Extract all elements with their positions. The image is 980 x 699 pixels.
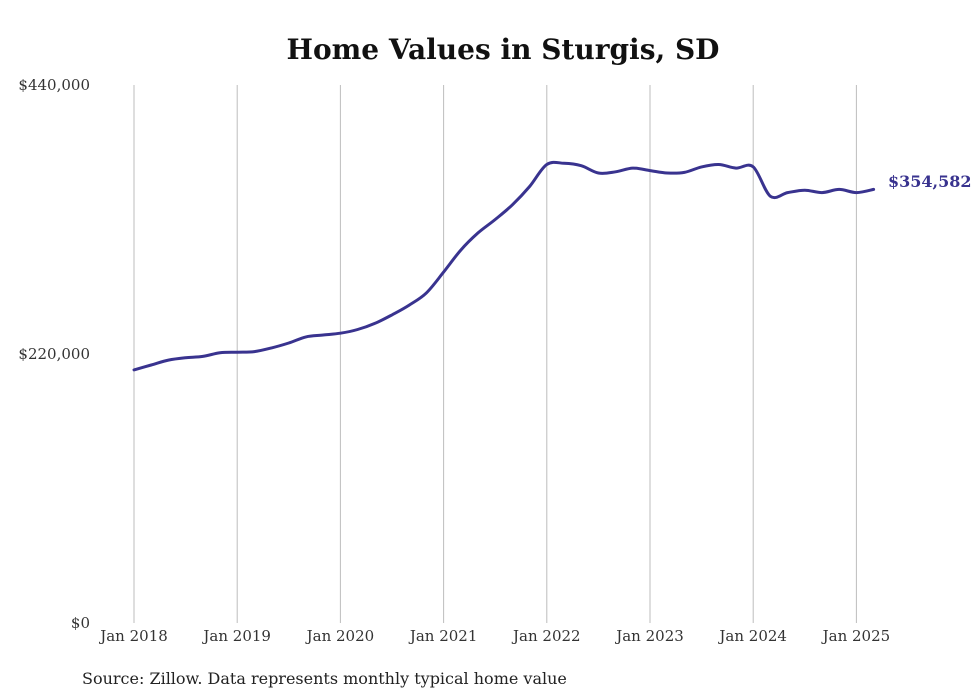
gridlines	[133, 85, 857, 623]
x-tick-label: Jan 2025	[821, 627, 891, 645]
x-tick-label: Jan 2020	[305, 627, 375, 645]
y-tick-label: $0	[71, 614, 90, 632]
x-tick-label: Jan 2019	[201, 627, 271, 645]
series-layer	[132, 160, 876, 372]
home-value-line	[132, 160, 876, 372]
x-tick-label: Jan 2023	[614, 627, 684, 645]
x-tick-label: Jan 2024	[717, 627, 787, 645]
x-tick-label: Jan 2021	[408, 627, 478, 645]
y-tick-label: $440,000	[18, 76, 90, 94]
chart-title: Home Values in Sturgis, SD	[287, 33, 720, 66]
y-axis-tick-labels: $0 $220,000 $440,000	[18, 76, 90, 632]
x-axis-tick-labels: Jan 2018 Jan 2019 Jan 2020 Jan 2021 Jan 2022…	[98, 627, 890, 645]
x-tick-label: Jan 2022	[511, 627, 581, 645]
series-end-value-label: $354,582	[888, 172, 972, 191]
source-note: Source: Zillow. Data represents monthly …	[82, 669, 567, 688]
y-tick-label: $220,000	[18, 345, 90, 363]
x-tick-label: Jan 2018	[98, 627, 168, 645]
